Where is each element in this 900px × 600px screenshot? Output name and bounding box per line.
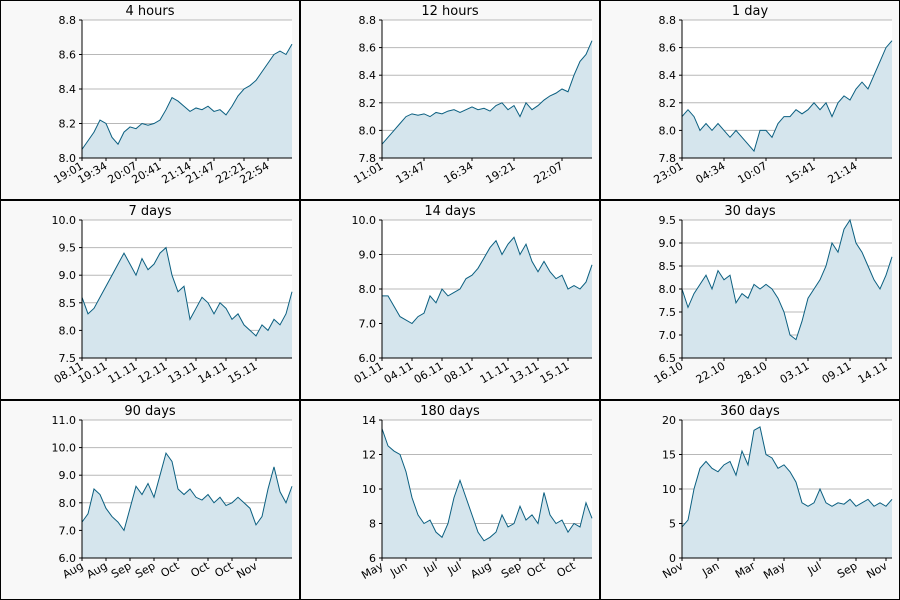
y-tick-label: 10.0 (352, 214, 377, 227)
price-line (681, 40, 893, 153)
chart-title: 90 days (124, 404, 176, 419)
chart-panel: 7 days7.58.08.59.09.510.008.1110.1111.11… (0, 199, 301, 401)
y-tick-label: 15 (662, 449, 676, 462)
y-tick-label: 10.0 (52, 442, 77, 455)
y-tick-label: 0 (669, 552, 676, 565)
y-tick-label: 12 (362, 449, 376, 462)
area-fill (682, 426, 892, 558)
y-tick-label: 8.0 (659, 283, 677, 296)
chart-title: 7 days (128, 204, 171, 219)
y-tick-label: 8.4 (59, 83, 77, 96)
y-tick-label: 9.0 (59, 469, 77, 482)
x-tick-label: Jul (445, 559, 464, 577)
y-tick-label: 8.8 (359, 14, 377, 27)
y-tick-label: 7.0 (59, 524, 77, 537)
chart-title: 4 hours (126, 4, 175, 19)
y-tick-label: 8.0 (59, 152, 77, 165)
y-tick-label: 8.0 (359, 283, 377, 296)
chart-title: 1 day (732, 4, 769, 19)
area-fill (682, 40, 892, 159)
y-tick-label: 11.0 (52, 414, 77, 427)
y-tick-label: 7.8 (359, 152, 377, 165)
y-tick-label: 5 (669, 518, 676, 531)
y-tick-label: 8.0 (59, 324, 77, 337)
y-tick-label: 8.4 (659, 69, 677, 82)
y-tick-label: 6.5 (659, 352, 677, 365)
y-tick-label: 9.0 (59, 269, 77, 282)
price-line (381, 428, 593, 542)
price-line (381, 40, 593, 145)
y-tick-label: 14 (362, 414, 376, 427)
chart-title: 14 days (424, 204, 476, 219)
y-tick-label: 9.0 (659, 237, 677, 250)
area-fill (382, 40, 592, 159)
chart-panel: 14 days6.07.08.09.010.001.1104.1106.1108… (299, 199, 601, 401)
chart-title: 180 days (420, 404, 480, 419)
y-tick-label: 7.0 (659, 329, 677, 342)
area-fill (82, 453, 292, 558)
y-tick-label: 8.6 (59, 49, 77, 62)
price-line (81, 246, 293, 337)
y-tick-label: 8.6 (659, 42, 677, 55)
price-line (81, 43, 293, 150)
y-tick-label: 8.2 (659, 97, 677, 110)
area-fill (382, 428, 592, 558)
chart-title: 12 hours (421, 4, 478, 19)
y-tick-label: 8 (369, 518, 376, 531)
y-tick-label: 8.5 (59, 297, 77, 310)
y-tick-label: 8.2 (59, 118, 77, 131)
area-fill (382, 237, 592, 358)
y-tick-label: 9.5 (659, 214, 677, 227)
y-tick-label: 9.5 (59, 242, 77, 255)
area-fill (682, 220, 892, 358)
y-tick-label: 8.0 (659, 124, 677, 137)
price-line (382, 236, 593, 325)
price-line (81, 451, 293, 532)
price-line (681, 218, 893, 341)
y-tick-label: 9.0 (359, 249, 377, 262)
x-tick-label: Jul (805, 559, 824, 577)
y-tick-label: 7.8 (659, 152, 677, 165)
y-tick-label: 7.5 (59, 352, 77, 365)
y-tick-label: 8.4 (359, 69, 377, 82)
y-tick-label: 6 (369, 552, 376, 565)
y-tick-label: 10 (362, 483, 376, 496)
chart-title: 30 days (724, 204, 776, 219)
y-tick-label: 7.0 (359, 318, 377, 331)
x-tick-label: Jul (421, 559, 440, 577)
y-tick-label: 7.5 (659, 306, 677, 319)
y-tick-label: 6.0 (59, 552, 77, 565)
y-tick-label: 20 (662, 414, 676, 427)
y-tick-label: 8.5 (659, 260, 677, 273)
y-tick-label: 8.0 (59, 497, 77, 510)
y-tick-label: 6.0 (359, 352, 377, 365)
price-line (681, 426, 893, 528)
chart-panel: 4 hours8.08.28.48.68.819:0119:3420:0720:… (0, 0, 301, 201)
area-fill (82, 44, 292, 158)
y-tick-label: 8.0 (359, 124, 377, 137)
y-tick-label: 8.6 (359, 42, 377, 55)
y-tick-label: 8.8 (659, 14, 677, 27)
y-tick-label: 8.8 (59, 14, 77, 27)
y-tick-label: 8.2 (359, 97, 377, 110)
chart-title: 360 days (720, 404, 780, 419)
y-tick-label: 10 (662, 483, 676, 496)
y-tick-label: 10.0 (52, 214, 77, 227)
